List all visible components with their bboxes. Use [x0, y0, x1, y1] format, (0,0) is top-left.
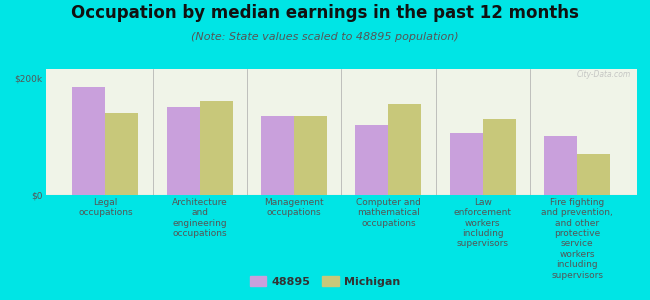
Bar	[356, 125, 389, 195]
Text: Occupation by median earnings in the past 12 months: Occupation by median earnings in the pas…	[71, 4, 579, 22]
Bar	[577, 154, 610, 195]
Bar	[544, 136, 577, 195]
Bar	[72, 87, 105, 195]
Bar	[294, 116, 327, 195]
Text: City-Data.com: City-Data.com	[577, 70, 631, 79]
Bar	[261, 116, 294, 195]
Text: (Note: State values scaled to 48895 population): (Note: State values scaled to 48895 popu…	[191, 32, 459, 41]
Bar	[389, 104, 421, 195]
Bar	[483, 119, 516, 195]
Bar	[450, 134, 483, 195]
Bar	[166, 107, 200, 195]
Bar	[105, 113, 138, 195]
Legend: 48895, Michigan: 48895, Michigan	[245, 272, 405, 291]
Bar	[200, 101, 233, 195]
